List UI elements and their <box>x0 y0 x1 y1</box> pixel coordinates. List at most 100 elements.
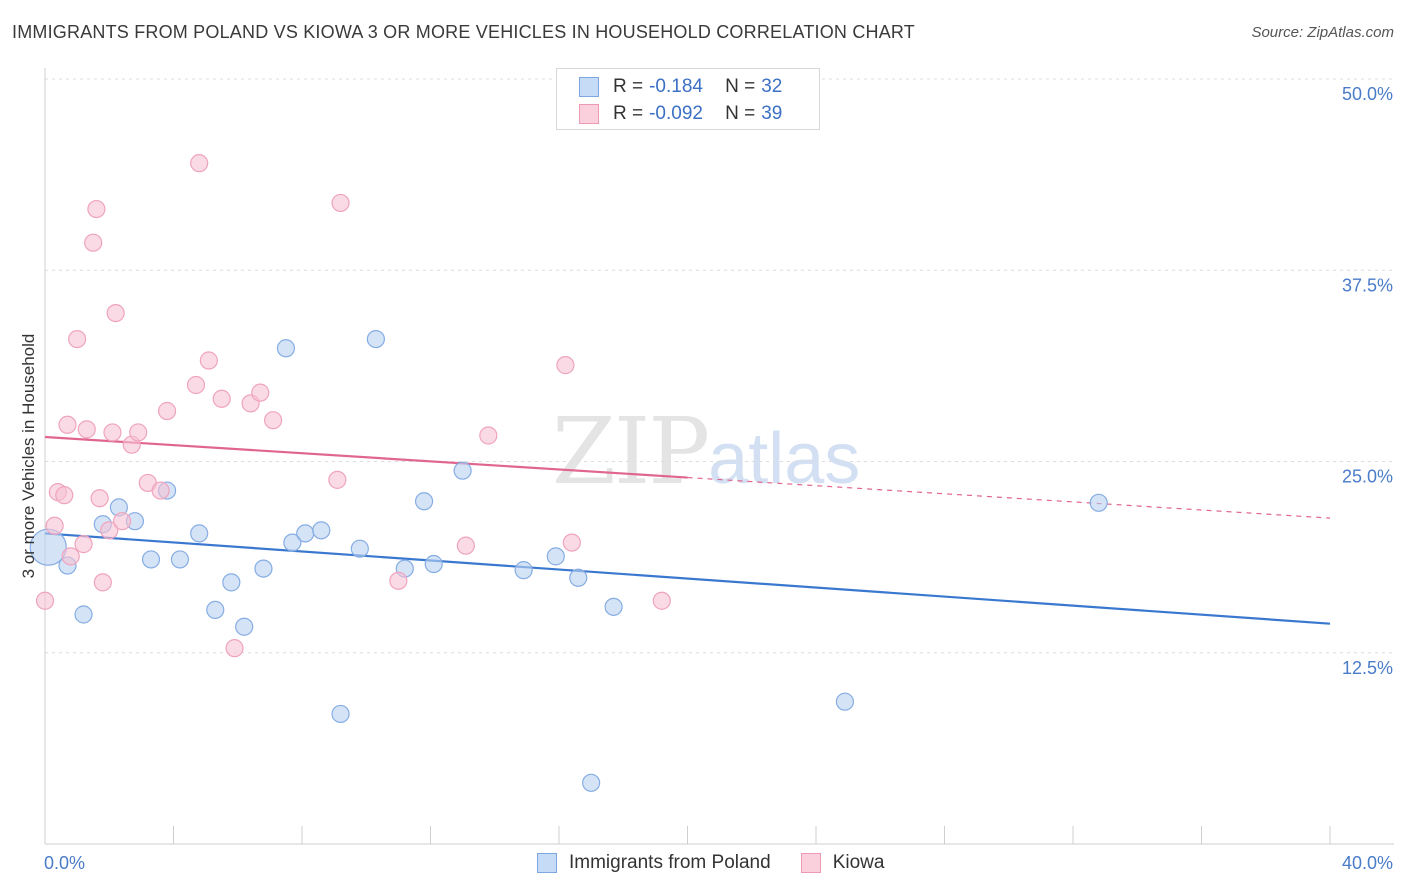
data-point-poland <box>514 561 533 580</box>
poland-legend-swatch <box>537 853 557 873</box>
data-point-kiowa <box>68 330 87 349</box>
legend-label-poland: Immigrants from Poland <box>569 852 771 873</box>
data-point-kiowa <box>129 423 148 442</box>
data-point-kiowa <box>77 420 96 439</box>
data-point-kiowa <box>190 154 209 173</box>
data-point-kiowa <box>84 233 103 252</box>
data-points <box>29 154 1108 792</box>
data-point-kiowa <box>93 573 112 592</box>
kiowa-swatch <box>579 104 599 124</box>
data-point-kiowa <box>556 356 575 375</box>
n-label: N = <box>725 76 756 97</box>
data-point-kiowa <box>331 193 350 213</box>
source-label: Source: ZipAtlas.com <box>1251 24 1394 41</box>
y-tick-label: 50.0% <box>1342 84 1393 104</box>
data-point-poland <box>312 521 331 540</box>
data-point-poland <box>350 539 369 558</box>
data-point-poland <box>222 573 241 592</box>
data-point-kiowa <box>61 547 80 566</box>
data-point-kiowa <box>652 591 671 610</box>
watermark-atlas: atlas <box>708 419 861 499</box>
data-point-kiowa <box>112 512 132 531</box>
data-point-kiowa <box>186 375 206 395</box>
data-point-poland <box>276 339 296 358</box>
data-point-kiowa <box>328 470 347 489</box>
y-tick-label: 37.5% <box>1342 275 1393 295</box>
data-point-poland <box>283 533 302 552</box>
data-point-poland <box>835 692 855 711</box>
watermark-zip: ZIP <box>552 398 710 505</box>
legend-item-kiowa: Kiowa <box>800 852 885 874</box>
data-point-kiowa <box>212 389 231 408</box>
data-point-kiowa <box>90 489 109 508</box>
data-point-kiowa <box>251 383 270 402</box>
data-point-poland <box>170 550 190 569</box>
grid-lines <box>45 78 1394 654</box>
data-point-kiowa <box>55 486 74 505</box>
data-point-poland <box>546 547 565 566</box>
r-label: R = <box>613 103 644 124</box>
data-point-poland <box>190 524 209 543</box>
tick-labels: 12.5% 25.0% 37.5% 50.0% 0.0% 40.0% <box>44 84 1393 873</box>
trend-line-0 <box>44 532 1331 625</box>
data-point-kiowa <box>263 411 283 430</box>
data-point-poland <box>569 568 588 587</box>
data-point-poland <box>254 559 273 578</box>
data-point-poland <box>141 550 161 569</box>
n-value: 39 <box>761 103 783 124</box>
kiowa-legend-swatch <box>800 853 821 873</box>
data-point-kiowa <box>103 423 122 442</box>
data-point-poland <box>453 461 472 480</box>
r-value: -0.184 <box>649 76 703 97</box>
data-point-kiowa <box>106 303 125 323</box>
data-point-poland <box>1089 493 1108 512</box>
data-point-kiowa <box>58 415 77 434</box>
legend-item-poland: Immigrants from Poland <box>537 852 771 874</box>
n-value: 32 <box>761 76 783 97</box>
data-point-kiowa <box>45 516 64 535</box>
axes <box>44 68 1394 845</box>
chart-title: IMMIGRANTS FROM POLAND VS KIOWA 3 OR MOR… <box>12 22 915 42</box>
data-point-poland <box>331 704 350 724</box>
y-tick-label: 25.0% <box>1342 467 1393 487</box>
data-point-poland <box>366 330 385 349</box>
data-point-poland <box>206 600 225 620</box>
stats-legend: R = -0.184 N = 32 R = -0.092 N = 39 <box>556 68 820 130</box>
data-point-kiowa <box>35 591 55 610</box>
y-tick-label: 12.5% <box>1342 658 1393 678</box>
data-point-poland <box>74 605 93 624</box>
n-label: N = <box>725 103 756 124</box>
y-axis-title: 3 or more Vehicles in Household <box>19 334 38 579</box>
data-point-poland <box>582 773 601 792</box>
data-point-kiowa <box>479 426 498 445</box>
legend-label-kiowa: Kiowa <box>832 852 885 873</box>
stats-row-kiowa: R = -0.092 N = 39 <box>579 102 782 126</box>
x-tick-label: 40.0% <box>1342 853 1393 873</box>
data-point-kiowa <box>74 535 93 554</box>
data-point-kiowa <box>157 401 177 421</box>
data-point-kiowa <box>87 199 106 219</box>
trend-lines <box>44 435 1331 625</box>
x-tick-label: 0.0% <box>44 853 85 873</box>
r-label: R = <box>613 76 644 97</box>
data-point-kiowa <box>199 351 218 370</box>
data-point-kiowa <box>100 521 119 540</box>
data-point-kiowa <box>562 533 581 552</box>
data-point-kiowa <box>151 481 170 500</box>
trend-line-1 <box>44 435 688 479</box>
data-point-kiowa <box>225 639 244 658</box>
data-point-kiowa <box>456 536 475 555</box>
trend-line-dashed-1 <box>687 476 1331 519</box>
poland-swatch <box>579 77 599 97</box>
data-point-kiowa <box>389 571 408 590</box>
r-value: -0.092 <box>649 103 703 124</box>
data-point-poland <box>414 492 434 511</box>
data-point-poland <box>296 524 315 543</box>
series-legend: Immigrants from Poland Kiowa <box>537 852 914 874</box>
data-point-poland <box>424 554 443 574</box>
data-point-poland <box>604 597 623 616</box>
watermark: ZIPatlas <box>552 398 860 505</box>
data-point-poland <box>235 617 254 636</box>
stats-row-poland: R = -0.184 N = 32 <box>579 75 782 99</box>
